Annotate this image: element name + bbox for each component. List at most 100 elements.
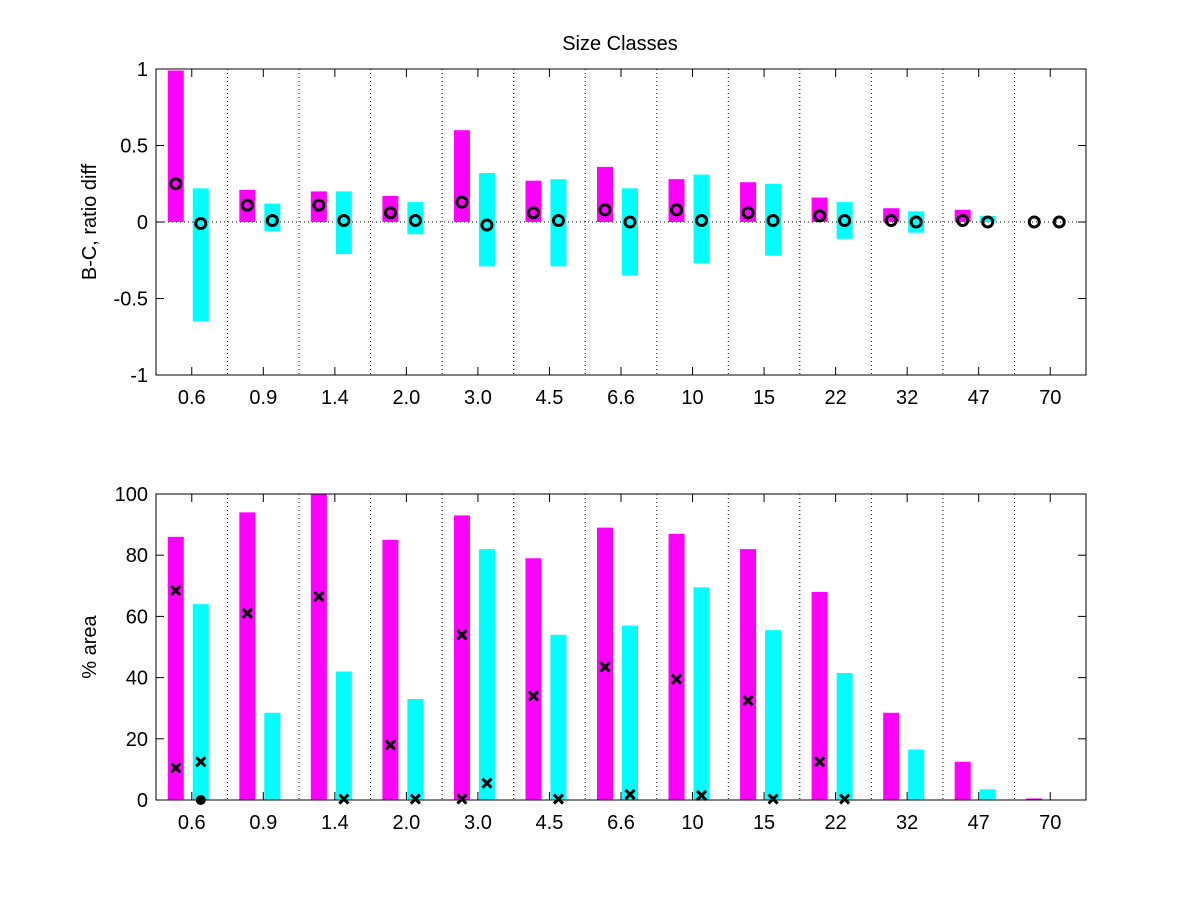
mean-circle-marker xyxy=(670,203,684,217)
mean-circle-marker xyxy=(265,213,279,227)
mean-circle-marker xyxy=(194,217,208,231)
area-bar xyxy=(310,494,327,800)
mean-circle-marker xyxy=(981,215,995,229)
range-bar xyxy=(239,189,256,222)
x-marker xyxy=(839,793,851,805)
area-bar xyxy=(836,673,853,800)
mean-circle-marker xyxy=(623,215,637,229)
area-bar xyxy=(597,527,613,800)
mean-circle-marker xyxy=(598,203,612,217)
x-marker xyxy=(409,793,421,805)
area-bar xyxy=(908,749,925,800)
x-marker xyxy=(195,756,207,768)
area-bar xyxy=(550,634,567,800)
mean-circle-marker xyxy=(766,213,780,227)
y-tick-label: -1 xyxy=(130,365,148,387)
top-plot: -1 -0.5 0 0.5 1 0.6 0.9 1.4 2.0 3.0 4.5 6.6 10 15 22 32… xyxy=(114,59,1087,409)
bottom-plot: 0 20 40 60 80 100 0.6 0.9 1.4 2.0 3.0 4.5 6.6 10 15 22 3… xyxy=(115,484,1087,834)
x-marker xyxy=(313,590,325,603)
range-bar xyxy=(693,174,710,264)
x-marker xyxy=(599,661,611,673)
area-bar xyxy=(883,712,900,800)
y-tick-label: 0.5 xyxy=(120,136,148,158)
mean-circle-marker xyxy=(1052,215,1066,229)
x-marker xyxy=(814,756,826,768)
area-bar xyxy=(954,761,971,800)
x-tick-label: 70 xyxy=(1039,387,1061,409)
x-tick-label: 22 xyxy=(824,387,846,409)
range-bar xyxy=(765,183,782,256)
area-bar xyxy=(622,625,638,800)
x-marker xyxy=(170,762,182,774)
x-marker xyxy=(481,777,493,789)
x-tick-label: 10 xyxy=(681,812,703,834)
mean-circle-marker xyxy=(909,215,923,229)
area-bar xyxy=(239,512,256,800)
x-tick-label: 32 xyxy=(896,387,918,409)
x-tick-label: 15 xyxy=(753,387,775,409)
mean-circle-marker xyxy=(337,213,351,227)
x-tick-label: 0.9 xyxy=(249,812,277,834)
area-bar xyxy=(765,630,782,800)
area-bar xyxy=(811,591,828,800)
top-y-axis-label: B-C, ratio diff xyxy=(79,163,101,280)
x-marker xyxy=(456,629,468,641)
x-marker xyxy=(338,793,350,805)
x-marker xyxy=(670,673,683,685)
mean-circle-marker xyxy=(838,213,852,227)
x-tick-label: 1.4 xyxy=(321,387,349,409)
area-bar xyxy=(167,536,184,800)
x-tick-label: 10 xyxy=(681,387,703,409)
x-tick-label: 4.5 xyxy=(536,387,564,409)
y-tick-label: 0 xyxy=(137,790,148,812)
area-bar xyxy=(264,712,281,800)
y-tick-label: 1 xyxy=(137,59,148,81)
x-tick-label: 2.0 xyxy=(392,387,420,409)
area-bar xyxy=(335,671,352,800)
x-marker xyxy=(624,788,636,801)
x-tick-label: 2.0 xyxy=(392,812,420,834)
x-tick-label: 1.4 xyxy=(321,812,349,834)
mean-circle-marker xyxy=(312,198,326,212)
y-tick-label: 40 xyxy=(126,668,148,690)
x-tick-label: 4.5 xyxy=(536,812,564,834)
x-tick-label: 47 xyxy=(968,812,990,834)
mean-circle-marker xyxy=(956,213,970,227)
mean-circle-marker xyxy=(813,209,827,223)
range-bar xyxy=(836,202,853,239)
range-bar xyxy=(407,202,424,235)
area-bar xyxy=(407,699,424,800)
area-bar xyxy=(192,604,209,800)
x-tick-label: 6.6 xyxy=(607,387,635,409)
mean-circle-marker xyxy=(383,206,397,220)
bottom-y-axis-label: % area xyxy=(79,614,101,678)
range-bar xyxy=(192,188,209,322)
mean-circle-marker xyxy=(1027,215,1041,229)
mean-circle-marker xyxy=(169,177,183,191)
area-bar xyxy=(525,558,542,800)
x-marker xyxy=(767,793,779,805)
mean-circle-marker xyxy=(480,218,494,232)
area-bar xyxy=(668,533,685,800)
range-bar xyxy=(979,215,996,222)
mean-circle-marker xyxy=(884,213,898,227)
x-tick-label: 22 xyxy=(824,812,846,834)
mean-circle-marker xyxy=(551,213,565,227)
mean-circle-marker xyxy=(741,206,755,220)
range-bar xyxy=(167,70,184,222)
y-tick-label: 0 xyxy=(137,212,148,234)
y-tick-label: -0.5 xyxy=(114,289,148,311)
x-tick-label: 3.0 xyxy=(464,812,492,834)
x-tick-label: 6.6 xyxy=(607,812,635,834)
y-tick-label: 80 xyxy=(126,545,148,567)
x-marker xyxy=(456,793,468,805)
x-tick-label: 70 xyxy=(1039,812,1061,834)
range-bar xyxy=(335,191,352,255)
x-marker xyxy=(384,739,396,751)
area-bar xyxy=(478,549,495,800)
x-tick-label: 0.9 xyxy=(249,387,277,409)
mean-circle-marker xyxy=(695,213,709,227)
chart-title: Size Classes xyxy=(562,33,678,55)
mean-circle-marker xyxy=(240,198,254,212)
